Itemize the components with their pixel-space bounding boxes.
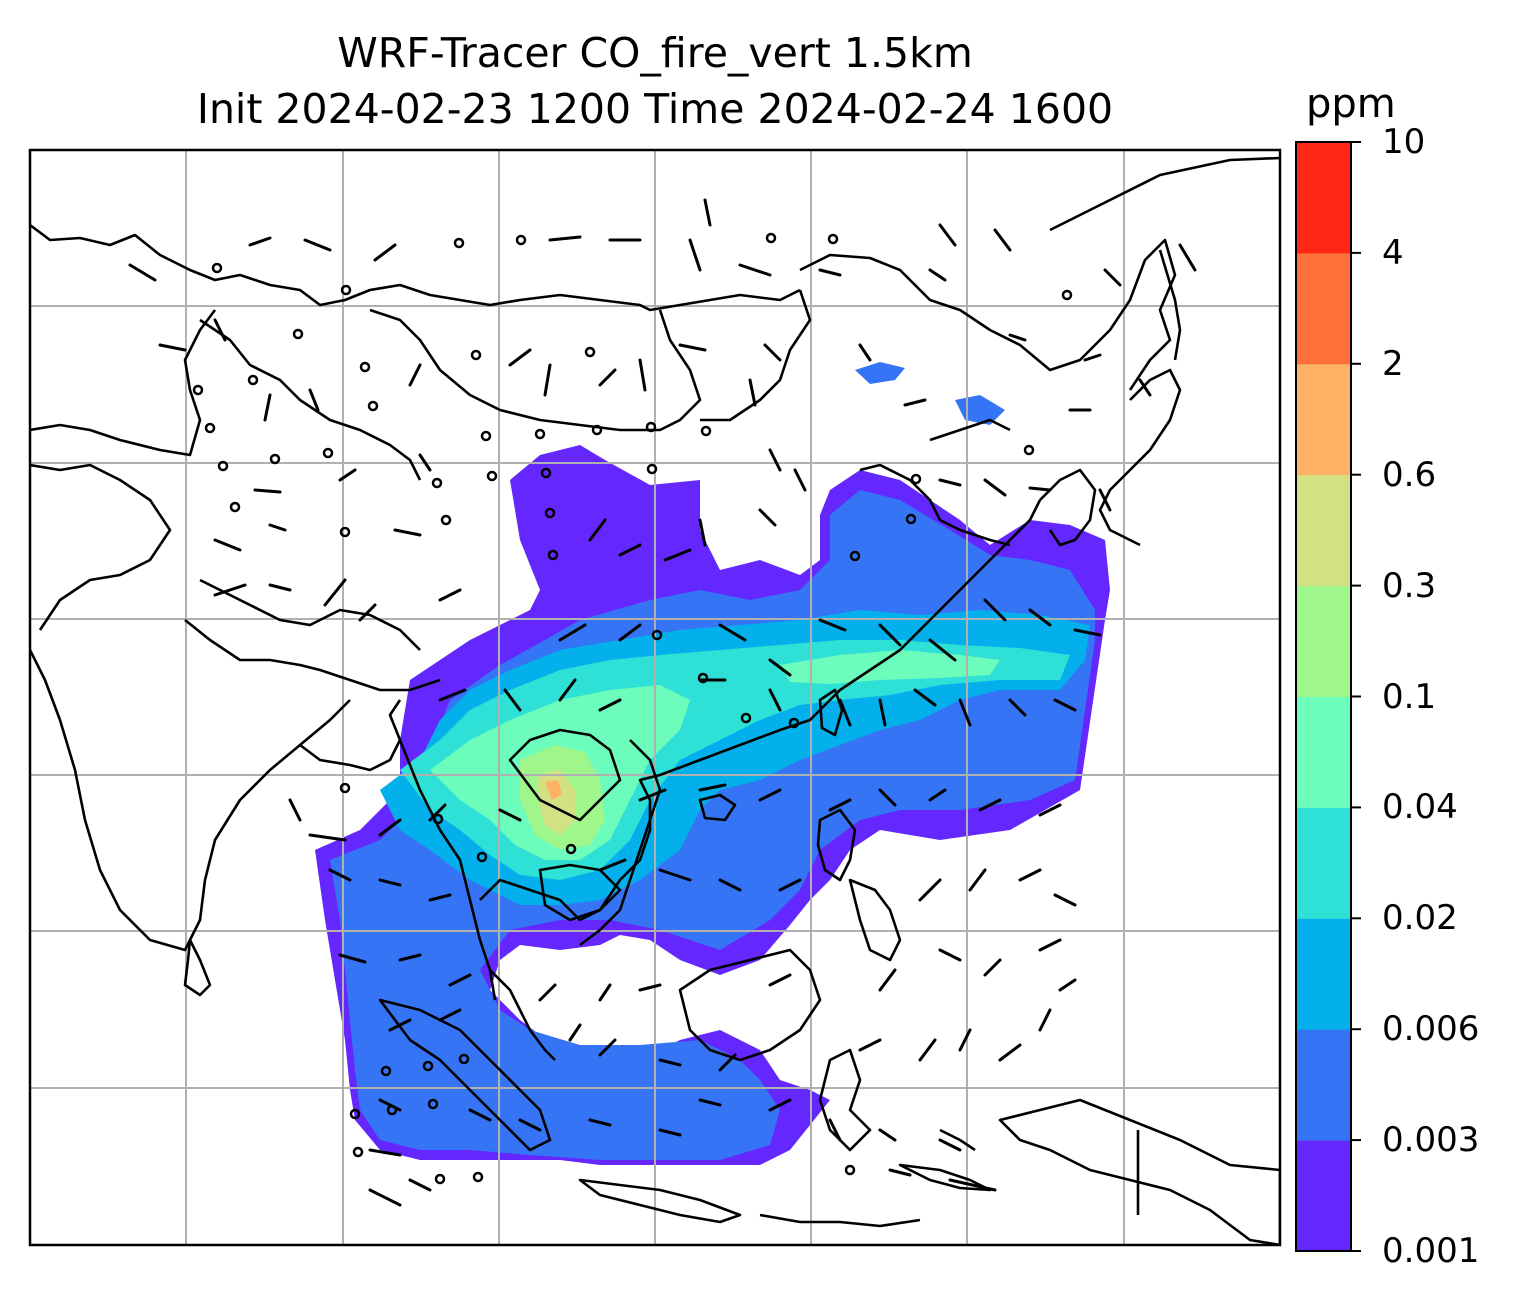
border-cambodia: [538, 863, 622, 922]
coast-sumatra: [378, 998, 552, 1152]
coast-philippines-south: [848, 878, 902, 962]
colorbar-tick-label: 0.3: [1382, 565, 1437, 606]
colorbar-band-0.02: [1296, 807, 1351, 919]
colorbar-units: ppm: [1306, 81, 1396, 127]
coast-lesser-sunda: [759, 1213, 921, 1228]
border-central-asia: [30, 223, 801, 312]
co-band-0.04-b: [780, 650, 1000, 684]
coast-russia-north: [1049, 156, 1280, 232]
coast-korea: [1039, 468, 1097, 547]
colorbar-band-0.003: [1296, 1029, 1351, 1141]
coast-philippines-luzon: [816, 808, 857, 882]
wind-barb-group-i: [388, 1008, 1052, 1072]
coastlines: [30, 156, 1280, 1245]
map-frame: [28, 148, 1282, 1247]
coast-moluccas: [939, 1128, 976, 1152]
colorbar-ticks: [1351, 141, 1361, 1252]
wind-barb-group-d: [213, 578, 1102, 677]
colorbar-band-0.04: [1296, 696, 1351, 808]
colorbar-band-0.001: [1296, 1140, 1351, 1252]
colorbar-tick-label: 0.02: [1382, 898, 1458, 939]
map-gridlines: [30, 150, 1280, 1245]
border-west-china: [199, 318, 422, 481]
colorbar-tick-label: 10: [1382, 122, 1426, 162]
coast-srilanka: [183, 938, 212, 997]
coast-borneo: [678, 948, 822, 1062]
colorbar-tick-label: 0.1: [1382, 676, 1437, 717]
coast-newguinea: [998, 1098, 1280, 1245]
colorbar-tick-label: 4: [1382, 232, 1404, 273]
co-band-small: [855, 362, 905, 384]
colorbar-tick-label: 0.006: [1382, 1009, 1480, 1050]
colorbar-tick-label: 0.04: [1382, 787, 1458, 828]
border-mongolia-south: [369, 308, 702, 432]
wind-barb-group-j: [368, 1098, 997, 1207]
border-mongolia-east: [700, 289, 812, 422]
coast-bohai: [929, 418, 1011, 442]
border-tibet: [199, 578, 421, 651]
wind-barb-group-a: [128, 198, 1197, 287]
wind-barb-group-e: [438, 678, 1077, 727]
calm-wind-markers: [192, 232, 1073, 1185]
coast-vietnam: [579, 739, 662, 947]
coast-sulawesi: [818, 1048, 872, 1152]
wind-barb-group-f: [288, 783, 1062, 842]
colorbar-tick-label: 0.001: [1382, 1231, 1480, 1271]
colorbar-band-0.1: [1296, 585, 1351, 697]
border-laos: [508, 728, 622, 822]
wind-barb-group-c: [213, 448, 1112, 562]
co-band-0.6: [545, 780, 562, 800]
coast-japan: [1098, 368, 1182, 547]
border-kazakh: [30, 309, 217, 457]
colorbar-band-0.3: [1296, 474, 1351, 587]
coast-bangladesh: [299, 699, 402, 772]
colorbar-tick-label: 0.003: [1382, 1120, 1480, 1161]
coast-hainan: [698, 793, 737, 822]
wind-barbs: [128, 198, 1197, 1207]
colorbar-tick-label: 0.6: [1382, 454, 1437, 495]
coast-china-east: [859, 463, 1011, 547]
coast-india-west: [30, 649, 351, 952]
border-afghan: [30, 463, 172, 631]
map-title-line1: WRF-Tracer CO_fire_vert 1.5km: [337, 29, 973, 77]
wind-barb-group-g: [328, 858, 1077, 907]
coast-taiwan: [818, 688, 844, 737]
colorbar-band-0.006: [1296, 918, 1351, 1030]
border-china-russia: [799, 238, 1177, 391]
colorbar-tick-label: 2: [1382, 343, 1404, 384]
coast-malay: [489, 969, 556, 1061]
coast-java: [578, 1178, 742, 1224]
wind-barb-group-b: [158, 318, 1152, 422]
border-himalaya: [184, 618, 441, 692]
map-title-line2: Init 2024-02-23 1200 Time 2024-02-24 160…: [196, 85, 1114, 133]
colorbar: [1296, 142, 1351, 1252]
colorbar-band-2: [1296, 252, 1351, 365]
colorbar-band-4: [1296, 142, 1351, 254]
coast-myanmar: [398, 739, 497, 1001]
colorbar-band-0.6: [1296, 363, 1351, 476]
coast-sakhalin: [1158, 249, 1182, 361]
wind-barb-group-h: [338, 938, 1077, 1002]
